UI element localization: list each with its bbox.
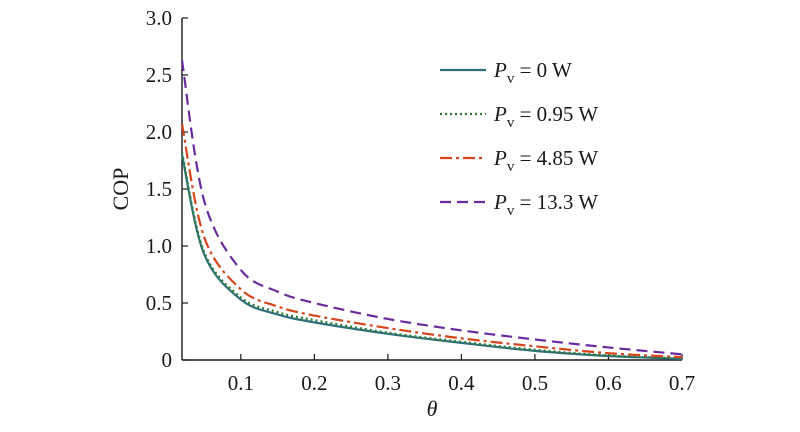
- x-tick-label: 0.6: [595, 371, 621, 395]
- legend-value: = 0.95 W: [514, 102, 598, 126]
- legend: Pv = 0 WPv = 0.95 WPv = 4.85 WPv = 13.3 …: [440, 58, 598, 219]
- series-line-4: [180, 60, 683, 356]
- legend-label-2: Pv = 0.95 W: [493, 102, 598, 131]
- legend-symbol: P: [493, 58, 507, 82]
- legend-subscript: v: [507, 71, 515, 87]
- y-tick-label: 3.0: [146, 6, 172, 30]
- series-line-3: [180, 123, 683, 359]
- y-axis-label: COP: [108, 168, 133, 211]
- x-tick-label: 0.3: [375, 371, 401, 395]
- y-tick-label: 2.0: [146, 120, 172, 144]
- legend-subscript: v: [507, 115, 515, 131]
- legend-symbol: P: [493, 190, 507, 214]
- y-tick-label: 2.5: [146, 63, 172, 87]
- x-tick-label: 0.1: [228, 371, 254, 395]
- x-tick-label: 0.7: [669, 371, 695, 395]
- legend-value: = 13.3 W: [514, 190, 598, 214]
- legend-value: = 4.85 W: [514, 146, 598, 170]
- y-tick-label: 0.5: [146, 291, 172, 315]
- legend-label-3: Pv = 4.85 W: [493, 146, 598, 175]
- legend-label-1: Pv = 0 W: [493, 58, 572, 87]
- series-line-1: [180, 154, 683, 360]
- legend-symbol: P: [493, 102, 507, 126]
- axes: 0 0.5 1.0 1.5 2.0 2.5 3.0 0.1 0.2 0.3 0.4 0.5 0.6 0.7: [146, 6, 695, 395]
- x-tick-label: 0.5: [522, 371, 548, 395]
- y-tick-label: 0: [162, 348, 173, 372]
- series-lines: [180, 60, 683, 360]
- y-tick-label: 1.5: [146, 177, 172, 201]
- legend-subscript: v: [507, 203, 515, 219]
- legend-symbol: P: [493, 146, 507, 170]
- legend-subscript: v: [507, 159, 515, 175]
- y-tick-label: 1.0: [146, 234, 172, 258]
- x-tick-label: 0.4: [448, 371, 475, 395]
- legend-value: = 0 W: [514, 58, 572, 82]
- x-tick-label: 0.2: [301, 371, 327, 395]
- x-axis-label: θ: [427, 396, 438, 421]
- series-line-2: [180, 152, 683, 360]
- legend-label-4: Pv = 13.3 W: [493, 190, 598, 219]
